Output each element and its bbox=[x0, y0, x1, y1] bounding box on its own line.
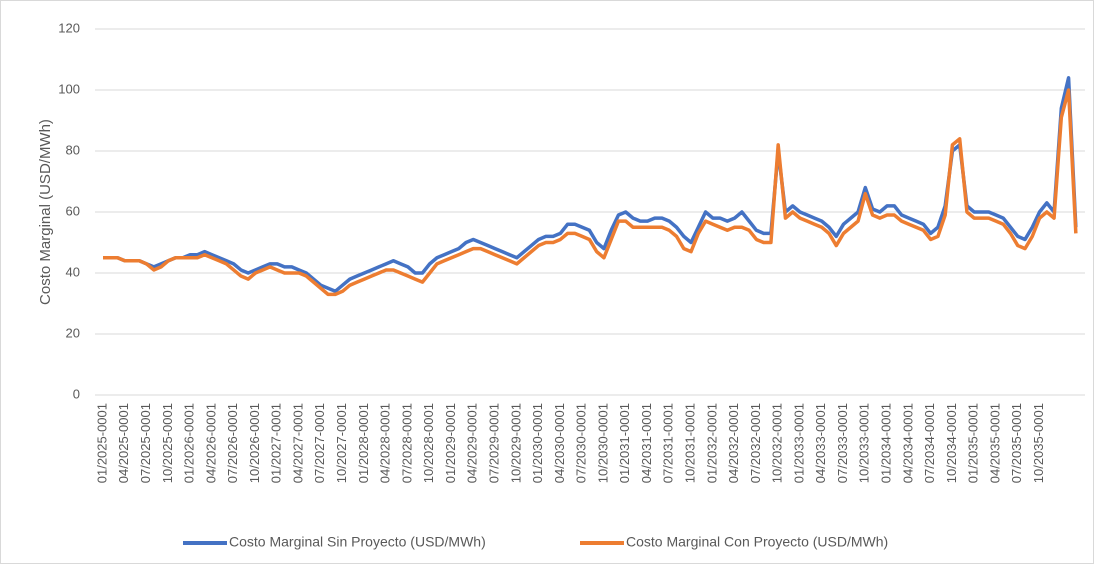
x-tick-label: 07/2027-0001 bbox=[312, 403, 327, 483]
x-tick-label: 07/2025-0001 bbox=[138, 403, 153, 483]
x-tick-label: 07/2033-0001 bbox=[835, 403, 850, 483]
x-tick-label: 04/2032-0001 bbox=[726, 403, 741, 483]
x-tick-label: 10/2025-0001 bbox=[160, 403, 175, 483]
x-tick-label: 10/2032-0001 bbox=[770, 403, 785, 483]
x-tick-label: 04/2027-0001 bbox=[290, 403, 305, 483]
y-tick-label: 20 bbox=[66, 325, 80, 340]
y-tick-label: 60 bbox=[66, 203, 80, 218]
x-tick-label: 10/2030-0001 bbox=[595, 403, 610, 483]
x-tick-label: 10/2028-0001 bbox=[421, 403, 436, 483]
x-tick-label: 01/2032-0001 bbox=[704, 403, 719, 483]
x-tick-label: 01/2031-0001 bbox=[617, 403, 632, 483]
y-tick-label: 0 bbox=[73, 386, 80, 401]
x-tick-label: 04/2026-0001 bbox=[203, 403, 218, 483]
x-tick-label: 01/2028-0001 bbox=[356, 403, 371, 483]
x-tick-label: 04/2028-0001 bbox=[378, 403, 393, 483]
x-tick-label: 04/2030-0001 bbox=[552, 403, 567, 483]
x-tick-label: 10/2033-0001 bbox=[857, 403, 872, 483]
y-tick-label: 40 bbox=[66, 264, 80, 279]
x-tick-label: 10/2035-0001 bbox=[1031, 403, 1046, 483]
x-tick-label: 01/2035-0001 bbox=[966, 403, 981, 483]
x-tick-label: 04/2029-0001 bbox=[465, 403, 480, 483]
x-tick-label: 07/2030-0001 bbox=[574, 403, 589, 483]
x-tick-label: 07/2034-0001 bbox=[922, 403, 937, 483]
x-tick-label: 10/2027-0001 bbox=[334, 403, 349, 483]
x-tick-label: 07/2026-0001 bbox=[225, 403, 240, 483]
x-tick-label: 07/2029-0001 bbox=[486, 403, 501, 483]
x-tick-label: 01/2033-0001 bbox=[791, 403, 806, 483]
x-tick-label: 04/2033-0001 bbox=[813, 403, 828, 483]
x-tick-label: 01/2026-0001 bbox=[182, 403, 197, 483]
x-tick-label: 07/2028-0001 bbox=[399, 403, 414, 483]
x-tick-label: 04/2031-0001 bbox=[639, 403, 654, 483]
x-tick-label: 10/2029-0001 bbox=[508, 403, 523, 483]
x-tick-label: 04/2034-0001 bbox=[900, 403, 915, 483]
x-tick-label: 01/2029-0001 bbox=[443, 403, 458, 483]
x-tick-label: 10/2034-0001 bbox=[944, 403, 959, 483]
y-tick-label: 100 bbox=[58, 81, 80, 96]
legend-label: Costo Marginal Sin Proyecto (USD/MWh) bbox=[229, 534, 486, 550]
x-tick-label: 07/2035-0001 bbox=[1009, 403, 1024, 483]
x-tick-label: 01/2034-0001 bbox=[879, 403, 894, 483]
y-tick-label: 120 bbox=[58, 20, 80, 35]
y-tick-label: 80 bbox=[66, 142, 80, 157]
x-tick-label: 01/2030-0001 bbox=[530, 403, 545, 483]
x-tick-label: 01/2027-0001 bbox=[269, 403, 284, 483]
x-tick-label: 10/2026-0001 bbox=[247, 403, 262, 483]
x-tick-label: 07/2032-0001 bbox=[748, 403, 763, 483]
x-tick-label: 01/2025-0001 bbox=[94, 403, 109, 483]
x-tick-label: 04/2025-0001 bbox=[116, 403, 131, 483]
series-line bbox=[103, 76, 1078, 294]
legend-label: Costo Marginal Con Proyecto (USD/MWh) bbox=[626, 534, 888, 550]
series-line bbox=[103, 88, 1078, 297]
x-tick-label: 10/2031-0001 bbox=[682, 403, 697, 483]
x-tick-label: 04/2035-0001 bbox=[987, 403, 1002, 483]
y-axis-label: Costo Marginal (USD/MWh) bbox=[37, 119, 54, 305]
x-tick-label: 07/2031-0001 bbox=[661, 403, 676, 483]
